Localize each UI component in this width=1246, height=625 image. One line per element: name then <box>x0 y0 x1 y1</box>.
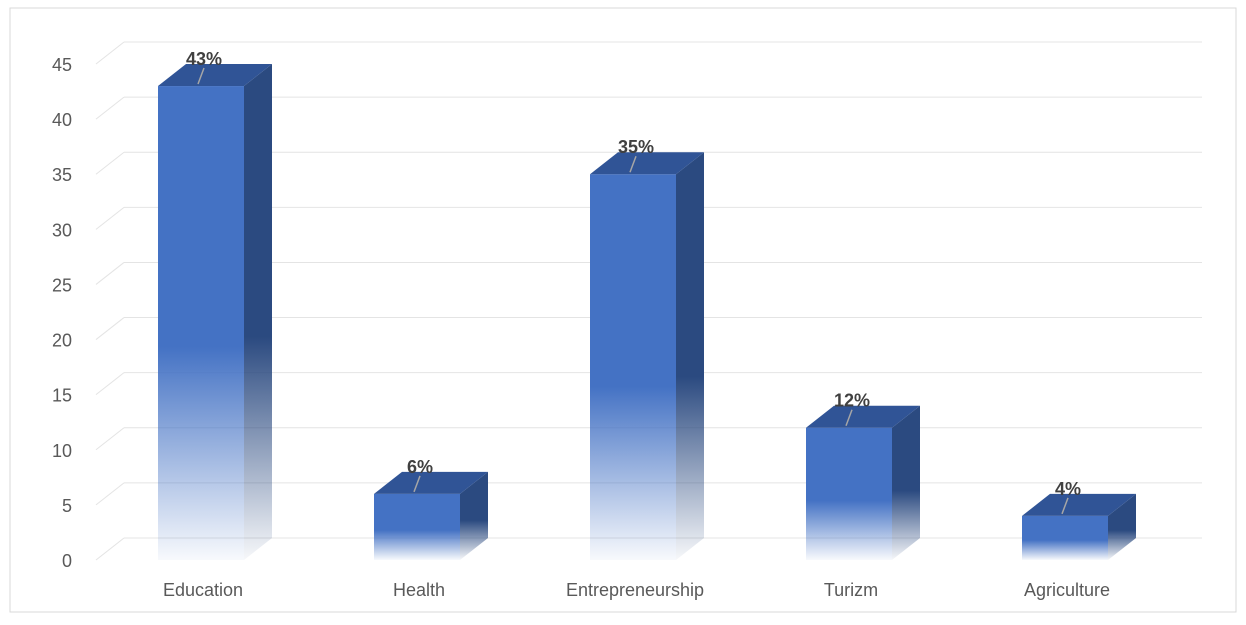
y-tick-label: 45 <box>52 55 72 75</box>
bar-front-face <box>590 174 676 560</box>
bar <box>158 64 272 561</box>
gridline-diagonal <box>95 317 125 340</box>
y-tick-label: 40 <box>52 110 72 130</box>
x-tick-label: Education <box>163 580 243 600</box>
data-label: 35% <box>618 137 654 157</box>
bars <box>158 64 1136 561</box>
bar-top-face <box>590 152 704 175</box>
gridline-diagonal <box>95 482 125 506</box>
bar <box>590 152 704 560</box>
data-label: 12% <box>834 391 870 411</box>
gridline-diagonal <box>95 372 125 396</box>
bar-top-face <box>374 471 488 494</box>
bar-side-face <box>1108 493 1136 560</box>
y-tick-label: 5 <box>62 496 72 516</box>
data-labels: 43% 6% 35% 12% 4% <box>186 49 1081 515</box>
y-tick-label: 35 <box>52 165 72 185</box>
bar-side-face <box>460 471 488 560</box>
gridline-diagonal <box>95 262 125 285</box>
gridline-diagonal <box>95 537 125 561</box>
bar-top-face <box>806 405 920 428</box>
y-axis-ticks: 0 5 10 15 20 25 30 35 40 45 <box>52 55 72 571</box>
data-label-leader <box>845 409 853 426</box>
bar-top-face <box>158 64 272 87</box>
bar-side-face <box>892 405 920 560</box>
bar-front-face <box>158 86 244 561</box>
bar <box>1022 493 1136 560</box>
gridline-diagonal <box>95 206 125 230</box>
bar-front-face <box>374 493 460 560</box>
x-tick-label: Health <box>393 580 445 600</box>
gridline-diagonal <box>95 96 125 120</box>
chart-frame <box>9 7 1237 613</box>
y-tick-label: 0 <box>62 551 72 571</box>
bar-front-face <box>806 427 892 560</box>
x-tick-label: Turizm <box>824 580 878 600</box>
y-tick-label: 20 <box>52 331 72 351</box>
data-label-leader <box>413 475 421 493</box>
gridline-diagonal <box>95 41 125 65</box>
bar-top-face <box>1022 493 1136 516</box>
data-label-leader <box>629 155 637 173</box>
x-axis-ticks: Education Health Entrepreneurship Turizm Agr… <box>163 580 1110 600</box>
data-label: 4% <box>1055 479 1081 499</box>
y-tick-label: 10 <box>52 441 72 461</box>
bar-side-face <box>244 64 272 561</box>
gridline-diagonal <box>95 151 125 175</box>
data-label: 43% <box>186 49 222 69</box>
bar <box>374 471 488 560</box>
bar-side-face <box>676 152 704 560</box>
data-label-leader <box>1061 497 1069 515</box>
y-tick-label: 30 <box>52 220 72 240</box>
bar-front-face <box>1022 515 1108 560</box>
y-tick-label: 25 <box>52 275 72 295</box>
gridline-diagonal <box>95 427 125 451</box>
y-tick-label: 15 <box>52 386 72 406</box>
bar <box>806 405 920 560</box>
data-label: 6% <box>407 457 433 477</box>
x-tick-label: Entrepreneurship <box>566 580 704 600</box>
data-label-leader <box>197 67 205 85</box>
x-tick-label: Agriculture <box>1024 580 1110 600</box>
